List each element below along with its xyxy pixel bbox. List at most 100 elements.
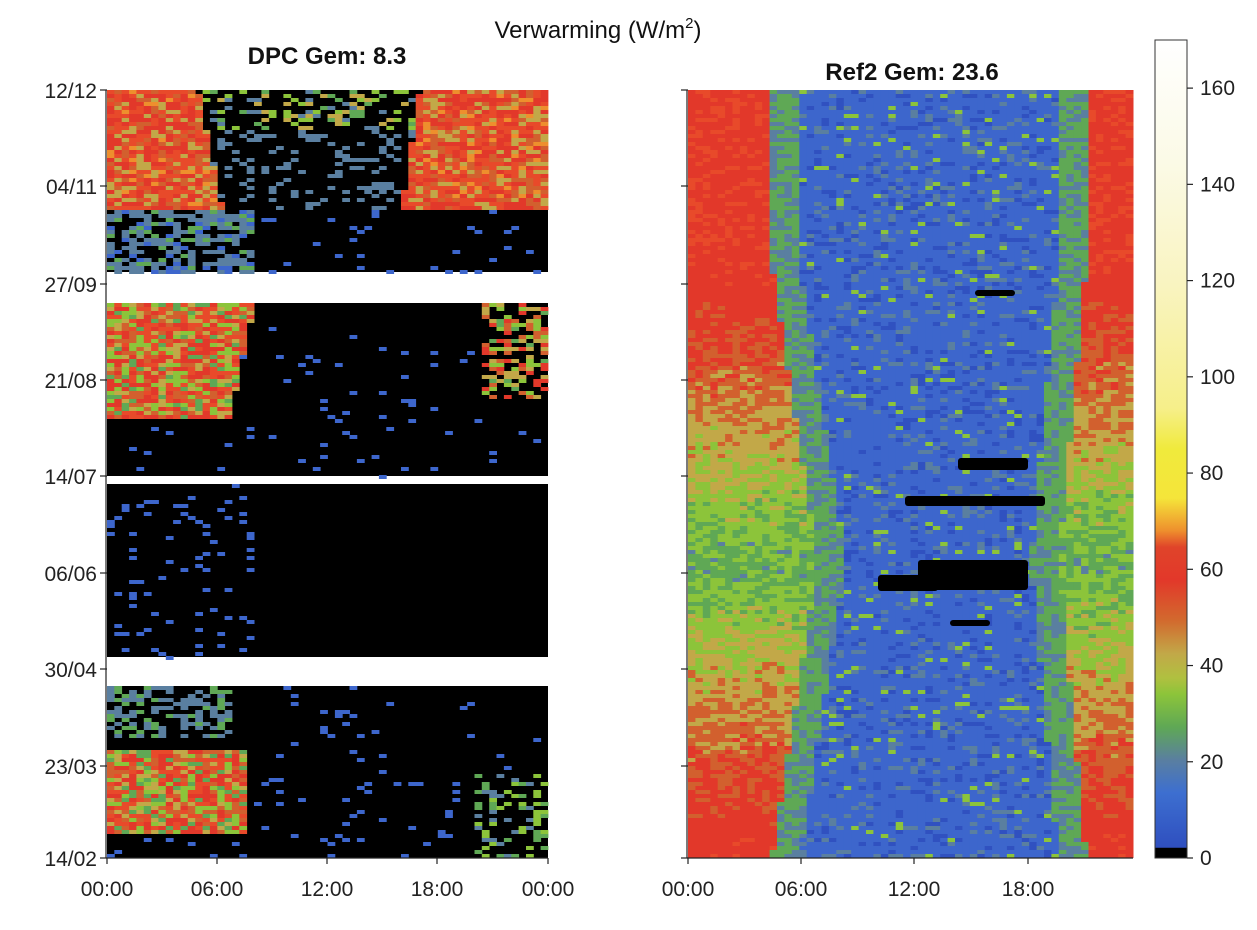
- left-heat-cell: [121, 790, 130, 794]
- right-heat-cell: [873, 178, 882, 182]
- right-heat-cell: [962, 194, 971, 198]
- left-heat-cell: [378, 818, 387, 822]
- left-heat-cell: [511, 182, 520, 186]
- right-heat-cell: [843, 226, 852, 230]
- left-heat-cell: [195, 150, 203, 154]
- left-heat-cell: [165, 234, 174, 238]
- left-heat-cell: [114, 714, 123, 718]
- right-heat-cell: [1066, 158, 1075, 162]
- left-heat-cell: [511, 106, 520, 110]
- right-heat-cell: [739, 146, 748, 150]
- right-heat-cell: [1051, 142, 1060, 146]
- left-heat-cell: [180, 363, 189, 367]
- left-heat-cell: [173, 830, 181, 834]
- right-heat-cell: [1103, 150, 1112, 154]
- left-heat-cell: [165, 102, 174, 106]
- right-heat-cell: [999, 218, 1008, 222]
- left-heat-cell: [121, 359, 130, 363]
- left-heat-cell: [415, 202, 424, 206]
- right-heat-cell: [1066, 154, 1075, 158]
- left-heat-cell: [371, 182, 380, 186]
- left-heat-cell: [136, 206, 145, 210]
- right-heat-cell: [791, 94, 800, 98]
- right-heat-cell: [784, 226, 793, 230]
- left-heat-cell: [151, 706, 159, 710]
- figure-supertitle: Verwarming (W/m2): [494, 15, 701, 44]
- right-heat-cell: [717, 146, 726, 150]
- left-heat-cell: [481, 363, 490, 367]
- left-heat-cell: [445, 162, 453, 166]
- left-heat-cell: [136, 327, 145, 331]
- right-heat-cell: [1125, 174, 1134, 178]
- right-heat-cell: [977, 186, 986, 190]
- left-heat-cell: [467, 146, 475, 150]
- left-heat-cell: [489, 822, 497, 826]
- left-heat-cell: [136, 698, 145, 702]
- left-heat-cell: [481, 122, 490, 126]
- right-heat-cell: [1021, 170, 1030, 174]
- left-heat-cell: [533, 270, 542, 274]
- left-heat-cell: [151, 770, 159, 774]
- left-heat-cell: [283, 102, 292, 106]
- left-heat-cell: [401, 90, 409, 94]
- left-heat-cell: [496, 118, 505, 122]
- right-heat-cell: [725, 118, 733, 122]
- right-heat-cell: [940, 118, 949, 122]
- right-heat-cell: [962, 206, 971, 210]
- left-heat-cell: [202, 238, 211, 242]
- right-heat-cell: [688, 102, 696, 106]
- left-heat-cell: [195, 102, 203, 106]
- right-heat-cell: [880, 114, 889, 118]
- right-heat-cell: [903, 130, 911, 134]
- left-heat-cell: [290, 194, 299, 198]
- right-heat-cell: [1014, 218, 1023, 222]
- right-heat-cell: [717, 210, 726, 214]
- right-heat-cell: [1029, 226, 1038, 230]
- left-heat-cell: [143, 367, 152, 371]
- right-heat-cell: [851, 102, 860, 106]
- right-heat-cell: [910, 186, 919, 190]
- left-heat-cell: [231, 826, 240, 830]
- left-heat-cell: [158, 343, 167, 347]
- right-heat-cell: [1014, 222, 1023, 226]
- right-heat-cell: [1044, 118, 1052, 122]
- right-heat-cell: [688, 182, 696, 186]
- left-heat-cell: [173, 798, 181, 802]
- left-heat-cell: [356, 459, 365, 463]
- right-heat-cell: [903, 122, 911, 126]
- right-heat-cell: [851, 182, 860, 186]
- left-heat-cell: [180, 182, 189, 186]
- left-heat-cell: [180, 238, 189, 242]
- left-heat-cell: [423, 158, 431, 162]
- left-heat-cell: [356, 254, 365, 258]
- left-heat-cell: [408, 198, 417, 202]
- right-heat-cell: [769, 110, 778, 114]
- left-heat-cell: [129, 250, 137, 254]
- left-heat-cell: [452, 166, 461, 170]
- right-heat-cell: [1029, 102, 1038, 106]
- left-heat-cell: [187, 379, 196, 383]
- right-heat-cell: [955, 94, 963, 98]
- left-heat-cell: [430, 266, 439, 270]
- right-heat-cell: [732, 194, 741, 198]
- left-heat-cell: [173, 315, 181, 319]
- right-heat-cell: [866, 174, 874, 178]
- left-heat-cell: [187, 126, 196, 130]
- left-heat-cell: [202, 822, 211, 826]
- right-heat-cell: [858, 94, 867, 98]
- left-heat-cell: [437, 194, 446, 198]
- left-heat-cell: [209, 331, 218, 335]
- left-heat-cell: [518, 98, 527, 102]
- left-heat-cell: [107, 371, 115, 375]
- left-heat-cell: [195, 230, 203, 234]
- left-heat-cell: [114, 102, 123, 106]
- right-heat-cell: [925, 102, 934, 106]
- right-heat-cell: [1006, 174, 1015, 178]
- left-heat-cell: [489, 106, 497, 110]
- right-heat-cell: [762, 146, 771, 150]
- left-heat-cell: [158, 766, 167, 770]
- right-heat-cell: [828, 94, 837, 98]
- right-heat-cell: [828, 182, 837, 186]
- left-heat-cell: [474, 146, 483, 150]
- left-heat-cell: [430, 351, 439, 355]
